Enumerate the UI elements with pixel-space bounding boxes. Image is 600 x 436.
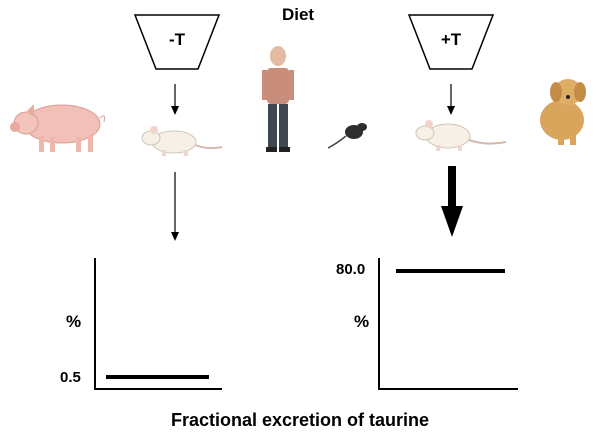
rat-icon (141, 126, 223, 156)
dog-icon (540, 79, 586, 145)
diet-funnel-plus-t (407, 14, 495, 70)
left-plot-y-unit: % (66, 312, 82, 331)
arrow-down-icon (171, 84, 179, 115)
diet-label-minus-t: -T (168, 30, 186, 49)
page-title: Diet (281, 5, 315, 24)
human-icon (262, 46, 294, 152)
arrow-down-icon (447, 84, 455, 115)
diet-funnel-minus-t (133, 14, 221, 70)
right-plot-x-axis (378, 388, 518, 390)
left-plot-value-line (106, 375, 209, 379)
right-plot-value-line (396, 269, 505, 273)
thick-arrow-down-icon (441, 166, 463, 237)
left-plot-x-axis (94, 388, 222, 390)
right-plot-y-axis (378, 258, 380, 389)
right-plot-y-unit: % (354, 312, 370, 331)
figure-caption: Fractional excretion of taurine (170, 410, 430, 430)
diet-label-plus-t: +T (440, 30, 462, 49)
right-plot-value-label: 80.0 (336, 261, 366, 278)
left-plot-value-label: 0.5 (60, 369, 81, 386)
arrow-down-icon (171, 172, 179, 241)
mouse-icon (327, 123, 367, 149)
left-plot-y-axis (94, 258, 96, 389)
pig-icon (10, 104, 105, 152)
rat-icon (415, 120, 507, 151)
